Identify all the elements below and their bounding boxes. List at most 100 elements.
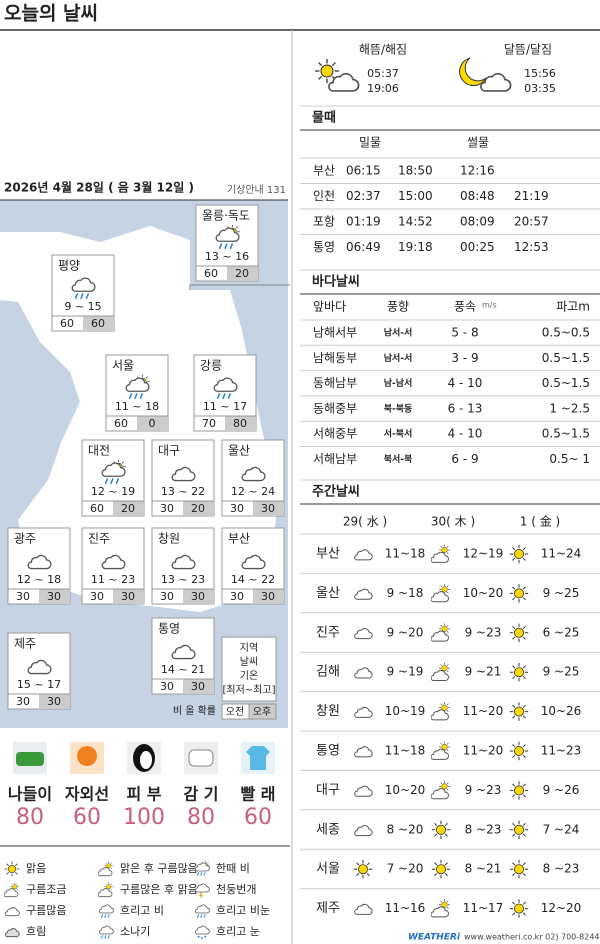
precip-am: 30 <box>160 502 174 515</box>
precip-pm: 20 <box>191 502 205 515</box>
map-legend-region: 지역 <box>240 642 258 654</box>
sea-cell: 남해서부 <box>313 326 357 340</box>
weather-icon <box>431 820 451 840</box>
city-temp: 14 ~ 22 <box>231 573 275 586</box>
week-temp: 9 ~25 <box>543 586 580 600</box>
tide-time: 01:19 <box>346 215 381 229</box>
city-temp: 15 ~ 17 <box>17 678 61 691</box>
sunset: 19:06 <box>367 82 399 95</box>
city-temp: 9 ~ 15 <box>64 300 101 313</box>
weather-icon <box>509 623 529 643</box>
section-title: 주간날씨 <box>312 484 360 500</box>
precip-pm-cell <box>137 416 168 431</box>
weather-icon <box>509 859 529 879</box>
weather-icon <box>509 662 529 682</box>
index-label: 피 부 <box>126 785 161 804</box>
city-temp: 11 ~ 23 <box>91 573 135 586</box>
week-temp: 11~23 <box>541 744 582 758</box>
legend-label: 천둥번개 <box>216 882 256 896</box>
week-city: 대구 <box>316 783 340 798</box>
week-temp: 10~20 <box>385 783 426 797</box>
weather-icon <box>509 583 529 604</box>
week-temp: 9 ~25 <box>543 665 580 679</box>
precip-pm: 30 <box>261 502 275 515</box>
precip-am: 30 <box>16 695 30 708</box>
week-city: 김해 <box>316 665 340 680</box>
legend-label: 흐림 <box>26 925 46 938</box>
weather-icon <box>509 741 529 761</box>
week-temp: 11~18 <box>385 744 426 758</box>
legend-label: 흐리고 눈 <box>216 925 260 938</box>
map-legend-temp: 기온 <box>240 670 258 682</box>
sea-cell: 남서-서 <box>384 327 413 339</box>
tide-time: 19:18 <box>398 240 433 254</box>
week-temp: 8 ~23 <box>465 822 502 836</box>
tide-time: 08:09 <box>460 215 495 229</box>
moon-icon <box>459 57 487 87</box>
map-legend-weather: 날씨 <box>240 656 258 668</box>
legend-label: 한때 비 <box>216 862 250 875</box>
precip-pm-cell <box>225 416 256 431</box>
am-label: 오전 <box>226 706 244 718</box>
precip-am: 30 <box>160 590 174 603</box>
precip-pm-cell <box>39 589 70 604</box>
legend-label: 소나기 <box>120 925 150 938</box>
moonset: 03:35 <box>524 82 556 95</box>
index-value: 80 <box>187 805 215 830</box>
index-label: 나들이 <box>8 785 52 804</box>
week-temp: 8 ~20 <box>387 822 424 836</box>
week-temp: 9 ~23 <box>465 783 502 797</box>
tide-time: 12:53 <box>514 240 549 254</box>
precip-am: 60 <box>60 317 74 330</box>
legend-label: 맑은 후 구름많음 <box>120 862 198 875</box>
sea-cell: 남-남서 <box>384 377 413 389</box>
precip-pm-cell <box>113 589 144 604</box>
precip-pm-cell <box>183 501 214 516</box>
section-title: 바다날씨 <box>312 274 360 290</box>
city-temp: 12 ~ 18 <box>17 573 61 586</box>
precip-pm: 30 <box>47 590 61 603</box>
week-city: 진주 <box>316 625 340 640</box>
city-name: 평양 <box>58 259 80 273</box>
day-header: 30( 木 ) <box>431 515 475 529</box>
tide-port: 포항 <box>313 215 335 229</box>
day-header: 29( 水 ) <box>343 515 387 529</box>
mask <box>188 749 214 767</box>
sea-cell: 동해중부 <box>313 401 357 415</box>
tide-time: 21:19 <box>514 189 549 203</box>
tide-header: 밀물 <box>359 136 381 150</box>
week-temp: 9 ~18 <box>387 586 424 600</box>
sea-cell: 서해중부 <box>313 427 357 441</box>
city-name: 울릉·독도 <box>202 209 250 223</box>
sea-cell: 0.5~1.5 <box>542 376 590 390</box>
index-label: 빨 래 <box>240 785 275 804</box>
precip-pm: 30 <box>47 695 61 708</box>
precip-pm: 20 <box>121 502 135 515</box>
sea-cell: 4 - 10 <box>448 427 483 441</box>
legend-label: 구름많은 후 맑음 <box>120 883 198 896</box>
tide-port: 인천 <box>313 188 335 203</box>
precip-am: 70 <box>202 417 216 430</box>
weather-icon <box>509 544 529 564</box>
city-temp: 14 ~ 21 <box>161 663 205 676</box>
legend-label: 맑음 <box>26 862 46 875</box>
week-temp: 9 ~26 <box>543 783 580 797</box>
info-line: 기상안내 131 <box>227 184 286 196</box>
city-temp: 11 ~ 18 <box>115 400 159 413</box>
weather-icon <box>509 701 529 722</box>
weather-icon <box>509 820 529 840</box>
week-city: 서울 <box>316 862 340 877</box>
tide-time: 02:37 <box>346 189 381 203</box>
precip-pm-cell <box>39 694 70 709</box>
brand: WEATHERi <box>408 933 461 943</box>
index-value: 60 <box>244 805 272 830</box>
precip-pm-cell <box>113 501 144 516</box>
sea-header: 풍향 <box>387 300 409 314</box>
sea-cell: 남서-서 <box>384 352 413 364</box>
precip-pm: 80 <box>233 417 247 430</box>
sea-cell: 5 - 8 <box>451 326 478 340</box>
city-name: 대구 <box>158 444 180 458</box>
sea-cell: 0.5~1.5 <box>542 351 590 365</box>
week-temp: 9 ~19 <box>387 665 424 679</box>
tide-time: 12:16 <box>460 164 495 178</box>
